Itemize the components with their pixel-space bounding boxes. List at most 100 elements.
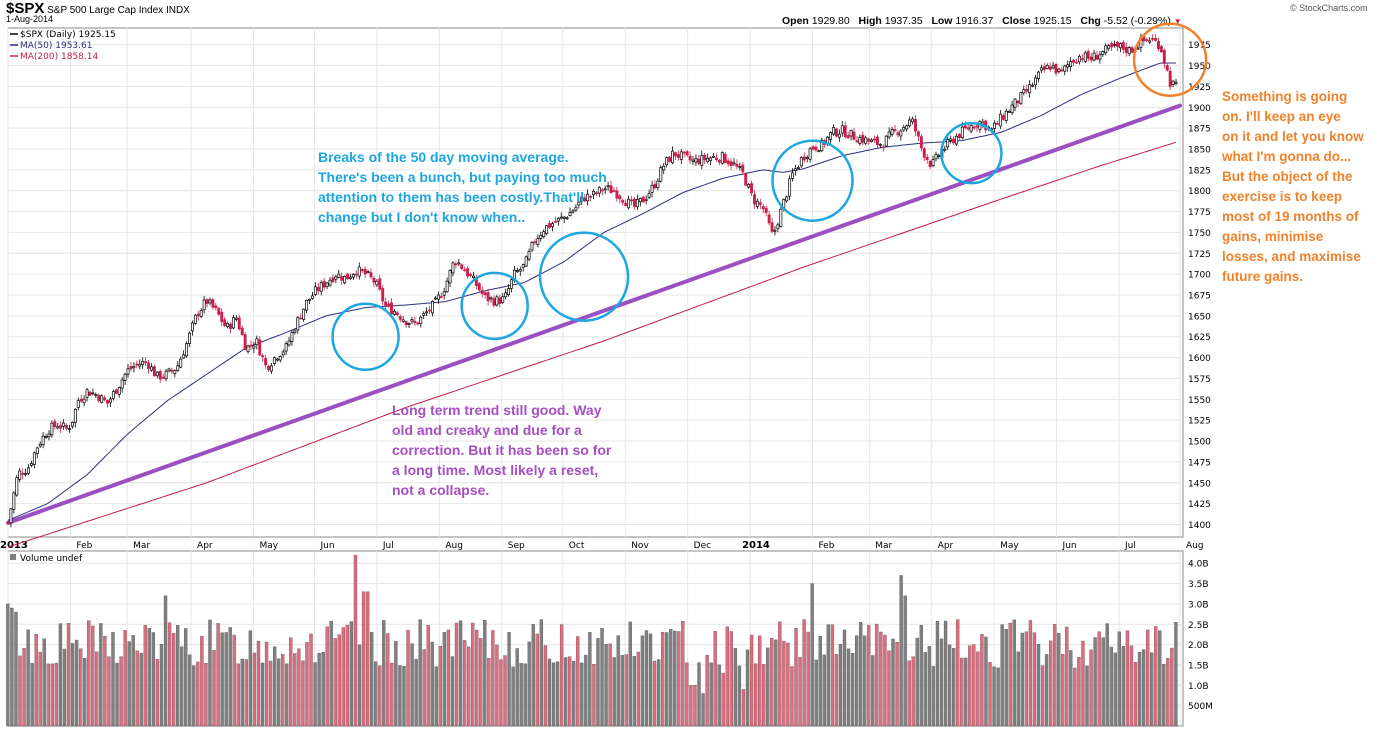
candle-body — [949, 138, 953, 141]
volume-bar — [697, 662, 701, 727]
volume-bar — [337, 634, 341, 727]
candle-body — [53, 421, 57, 427]
volume-bar — [466, 646, 471, 727]
candle-body — [211, 299, 215, 308]
candle-body — [820, 139, 824, 151]
volume-bar — [660, 631, 665, 727]
volume-bar — [745, 649, 750, 727]
candle-body — [120, 379, 124, 389]
candle-body — [943, 148, 947, 151]
volume-bar — [151, 632, 156, 727]
candle-body — [1054, 63, 1058, 74]
volume-bar — [980, 634, 984, 727]
volume-bar — [943, 620, 948, 727]
y-tick-label: 1875 — [1188, 125, 1211, 135]
candle-body — [761, 206, 765, 210]
candle-body — [536, 238, 540, 245]
candle-body — [164, 370, 168, 380]
volume-bar — [588, 632, 592, 727]
volume-bar — [968, 645, 972, 727]
candle-body — [466, 268, 470, 277]
candle-body — [492, 298, 496, 306]
candle-body — [744, 173, 748, 186]
volume-bar — [87, 620, 91, 727]
volume-bar — [277, 658, 281, 727]
candle-body — [109, 398, 112, 403]
candle-body — [167, 368, 171, 372]
annotation-line: correction. But it has been so for — [392, 442, 612, 458]
candle-body — [410, 319, 414, 322]
candle-body — [1171, 80, 1175, 85]
volume-bar — [612, 657, 616, 727]
volume-bar — [580, 662, 584, 727]
volume-bar — [907, 660, 911, 727]
volume-bar — [1129, 645, 1134, 727]
volume-bar — [200, 635, 204, 727]
candle-body — [1007, 111, 1011, 113]
candle-body — [123, 373, 127, 381]
candle-body — [878, 144, 882, 146]
candle-body — [237, 317, 241, 330]
candle-body — [135, 363, 139, 366]
legend-volume: Volume undef — [20, 554, 83, 564]
legend-ma50: MA(50) 1953.61 — [20, 41, 92, 51]
volume-bar — [78, 648, 83, 727]
annotation-blue: Breaks of the 50 day moving average. The… — [318, 147, 698, 227]
candle-body — [32, 452, 36, 465]
candle-body — [539, 234, 543, 239]
candle-body — [38, 443, 42, 447]
candle-body — [577, 201, 581, 206]
candle-body — [747, 184, 751, 188]
volume-bar — [1000, 624, 1004, 727]
candle-body — [697, 158, 701, 165]
volume-bar — [131, 635, 135, 727]
candle-body — [521, 264, 525, 268]
candle-body — [867, 138, 871, 142]
volume-bar — [426, 625, 430, 727]
volume-bar — [652, 660, 657, 727]
volume-bar — [976, 651, 980, 727]
volume-bar — [1004, 629, 1008, 727]
candle-body — [275, 358, 279, 361]
volume-bar — [620, 655, 624, 727]
candle-body — [641, 196, 645, 203]
candle-body — [328, 279, 332, 286]
candle-body — [720, 152, 724, 164]
annotation-line: not a collapse. — [392, 482, 490, 498]
volume-bar — [1154, 626, 1158, 727]
volume-bar — [167, 622, 172, 727]
candle-body — [908, 119, 912, 127]
candle-body — [234, 317, 238, 320]
volume-bar — [863, 635, 867, 727]
volume-bar — [563, 657, 568, 727]
volume-bar — [171, 633, 176, 727]
volume-bar — [1150, 652, 1154, 727]
volume-bar — [123, 630, 127, 727]
volume-bar — [689, 685, 693, 727]
highlight-circle-blue — [771, 139, 854, 222]
volume-bar — [95, 651, 99, 727]
candle-body — [407, 323, 411, 325]
volume-bar — [297, 648, 301, 727]
candle-body — [287, 340, 291, 346]
volume-bar — [54, 663, 59, 727]
highlight-circle-blue — [538, 231, 630, 322]
volume-bar — [430, 641, 434, 727]
volume-bar — [499, 659, 503, 727]
candle-body — [1028, 84, 1032, 94]
ma200-line — [7, 141, 1177, 548]
volume-bar — [1105, 623, 1109, 727]
candle-body — [422, 313, 426, 316]
candle-body — [791, 172, 794, 179]
volume-bar — [256, 640, 261, 727]
volume-bar — [608, 643, 612, 727]
candle-body — [881, 146, 885, 149]
x-tick-label: Jul — [382, 541, 394, 551]
ticker-symbol: $SPX — [6, 0, 45, 17]
volume-bar — [232, 634, 236, 727]
volume-bar — [883, 634, 887, 727]
candle-body — [226, 323, 230, 327]
candle-body — [1162, 50, 1166, 64]
annotation-line: gains, minimise — [1222, 229, 1324, 244]
volume-bar — [450, 656, 455, 727]
